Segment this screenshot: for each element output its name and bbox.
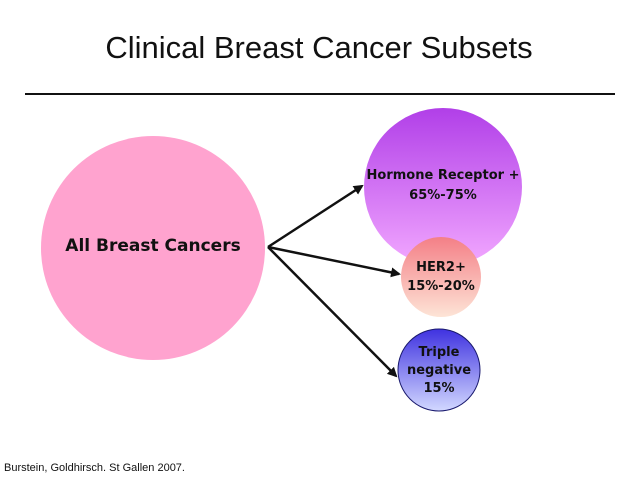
triple-negative-percent: 15% — [423, 381, 455, 396]
all-breast-cancers-label: All Breast Cancers — [65, 236, 241, 256]
her2-circle — [401, 237, 481, 317]
triple-negative-name-line2: negative — [406, 363, 472, 378]
triple-negative-name-line1: Triple — [418, 345, 460, 360]
arrow-to-triple — [267, 246, 398, 378]
triple-negative-label: Triple negative 15% — [399, 344, 479, 398]
citation: Burstein, Goldhirsch. St Gallen 2007. — [4, 462, 185, 474]
her2-label: HER2+ 15%-20% — [401, 258, 481, 296]
arrow-to-hormone — [267, 184, 364, 249]
hormone-receptor-label: Hormone Receptor + 65%-75% — [363, 166, 523, 206]
all-breast-cancers-circle — [41, 136, 265, 360]
arrow-to-her2 — [267, 245, 401, 278]
triple-negative-circle — [397, 328, 481, 412]
hormone-receptor-circle — [364, 108, 522, 266]
hormone-receptor-percent: 65%-75% — [409, 188, 477, 203]
title-divider — [25, 93, 615, 95]
hormone-receptor-name: Hormone Receptor + — [366, 168, 520, 183]
her2-percent: 15%-20% — [407, 279, 475, 294]
her2-name: HER2+ — [416, 260, 466, 275]
slide-title: Clinical Breast Cancer Subsets — [105, 30, 533, 65]
